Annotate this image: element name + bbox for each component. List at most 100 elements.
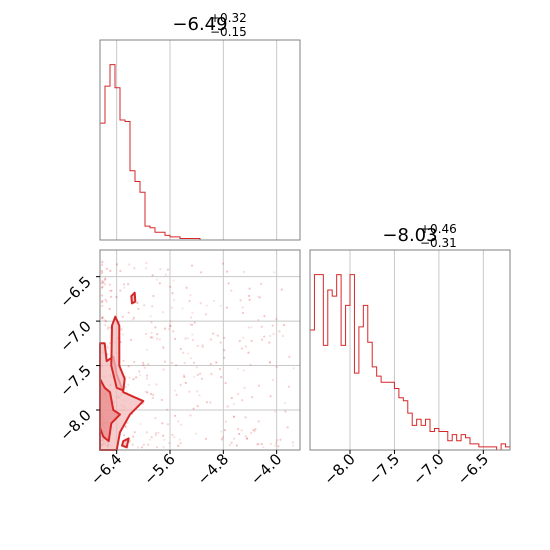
axes-frame xyxy=(99,249,301,451)
sample-point xyxy=(123,434,126,437)
sample-point xyxy=(292,367,295,370)
sample-point xyxy=(238,432,241,436)
histogram-steps-param1 xyxy=(100,64,300,241)
sample-point xyxy=(238,339,241,343)
sample-point xyxy=(121,315,124,318)
sample-point xyxy=(250,339,253,342)
sample-point xyxy=(199,372,202,375)
axes-frame xyxy=(99,39,301,241)
sample-point xyxy=(269,395,272,398)
sample-point xyxy=(233,415,236,418)
sample-point xyxy=(150,331,153,334)
sample-point xyxy=(209,338,212,341)
sample-point xyxy=(223,356,226,359)
sample-point xyxy=(155,383,158,386)
y-tick-label: −6.5 xyxy=(56,273,94,311)
sample-point xyxy=(230,289,233,292)
sample-point xyxy=(122,283,126,286)
sample-point xyxy=(149,315,152,318)
sample-point xyxy=(162,347,165,350)
sample-point xyxy=(142,361,145,364)
sample-point xyxy=(212,332,215,335)
sample-point xyxy=(127,383,130,386)
sample-point xyxy=(193,375,196,379)
sample-point xyxy=(220,376,223,379)
sample-point xyxy=(148,383,151,386)
sample-point xyxy=(177,444,180,447)
sample-point xyxy=(223,336,226,339)
density-contour xyxy=(130,291,137,305)
sample-point xyxy=(232,437,236,440)
sample-point xyxy=(103,283,106,286)
sample-point xyxy=(268,361,272,364)
sample-point xyxy=(120,328,123,331)
sample-point xyxy=(161,422,164,425)
sample-point xyxy=(191,339,195,342)
sample-point xyxy=(155,278,158,281)
sample-point xyxy=(105,267,108,270)
sample-point xyxy=(189,294,192,297)
sample-point xyxy=(195,366,198,369)
y-tick-label: −7.5 xyxy=(56,362,94,400)
sample-point xyxy=(199,302,202,305)
sample-point xyxy=(263,315,266,318)
sample-point xyxy=(110,289,113,292)
sample-point xyxy=(204,437,207,440)
sample-point xyxy=(101,304,104,307)
histogram-panel-param1: −6.49 +0.32 −0.15 xyxy=(99,11,301,241)
sample-point xyxy=(148,438,151,441)
sample-point xyxy=(248,287,251,290)
sample-point xyxy=(232,415,235,418)
sample-point xyxy=(149,336,152,339)
sample-point xyxy=(268,361,272,364)
sample-point xyxy=(272,333,275,336)
sample-point xyxy=(128,263,131,266)
sample-point xyxy=(141,446,144,449)
sample-point xyxy=(276,439,279,442)
sample-point xyxy=(224,420,227,423)
sample-point xyxy=(174,389,177,392)
sample-point xyxy=(253,430,256,433)
sample-point xyxy=(240,429,243,432)
sample-point xyxy=(172,279,175,282)
sample-point xyxy=(244,345,248,348)
sample-point xyxy=(210,372,213,376)
lower-error: −0.15 xyxy=(210,25,247,39)
sample-point xyxy=(115,263,118,266)
sample-point xyxy=(147,443,150,446)
sample-point xyxy=(104,278,107,281)
sample-point xyxy=(168,442,171,445)
sample-point xyxy=(288,355,291,358)
sample-point xyxy=(145,348,149,351)
sample-point xyxy=(110,295,113,298)
sample-point xyxy=(150,392,153,396)
y-tick-label: −8.0 xyxy=(56,406,94,444)
sample-point xyxy=(226,405,229,408)
sample-point xyxy=(260,282,263,285)
sample-point xyxy=(101,316,104,320)
sample-point xyxy=(123,286,126,289)
sample-point xyxy=(194,432,197,435)
sample-point xyxy=(133,431,136,434)
sample-point xyxy=(174,414,177,417)
sample-point xyxy=(102,281,105,284)
sample-point xyxy=(103,319,106,322)
sample-point xyxy=(247,351,250,354)
sample-point xyxy=(248,294,251,297)
sample-point xyxy=(257,420,260,423)
upper-error: +0.46 xyxy=(420,222,457,236)
median-value: −6.49 xyxy=(172,14,227,35)
sample-point xyxy=(183,361,186,365)
density-contour xyxy=(110,315,126,392)
sample-point xyxy=(100,261,104,264)
histogram-gridlines xyxy=(116,40,278,240)
density-contours xyxy=(99,291,145,451)
sample-point xyxy=(166,268,170,271)
sample-point xyxy=(220,438,223,441)
sample-point xyxy=(287,385,291,388)
sample-point xyxy=(109,289,112,292)
sample-point xyxy=(145,332,148,336)
sample-point xyxy=(198,394,201,397)
sample-point xyxy=(138,370,141,373)
sample-point xyxy=(196,373,199,376)
